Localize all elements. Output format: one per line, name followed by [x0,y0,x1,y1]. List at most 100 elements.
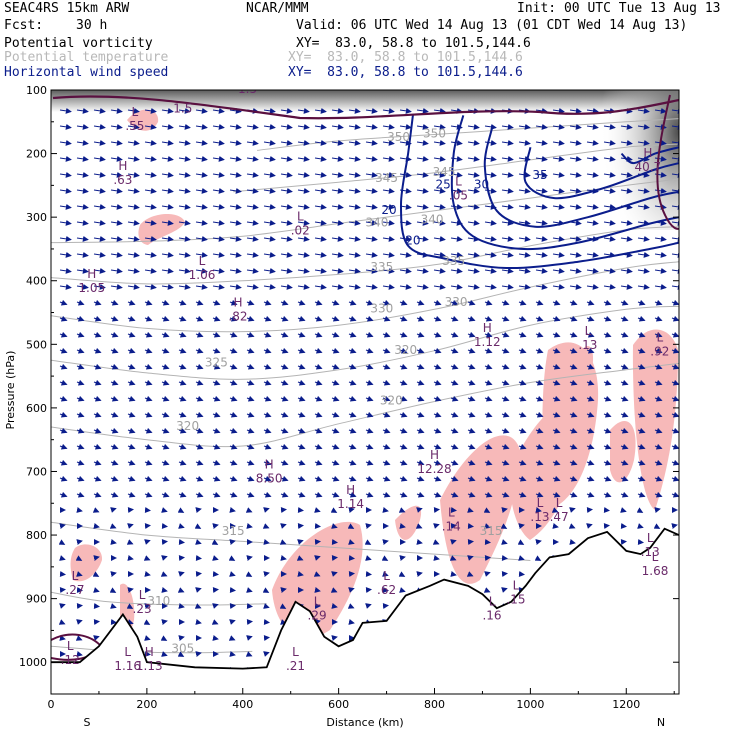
pv-extremum-value: 8.50 [256,472,283,486]
pv-extremum-value: 1.12 [474,335,501,349]
theta-label: 335 [442,254,465,268]
theta-contour-325 [51,305,679,380]
pv-low-marker: L [383,569,390,583]
theta-label: 305 [171,642,194,656]
field-xy-pv: XY= 83.0, 58.8 to 101.5,144.6 [296,36,531,51]
pv-low-marker: L [585,324,592,338]
pv-low-marker: L [314,594,321,608]
x-tick-label: 1200 [612,698,640,711]
valid-time: Valid: 06 UTC Wed 14 Aug 13 (01 CDT Wed … [296,18,688,33]
pv-high-marker: H [265,458,274,472]
forecast-hours: 30 h [76,18,108,33]
terrain-line [51,527,679,670]
pv-low-marker: L [67,639,74,653]
y-tick-label: 200 [26,148,47,161]
pv-high-marker: H [346,483,355,497]
pv-low-marker: L [647,531,654,545]
pv-low-marker: L [652,550,659,564]
pv-extremum-value: .92 [650,344,669,358]
pv-extremum-value: 1.06 [189,268,216,282]
windspeed-label: 35 [532,168,547,182]
pv-low-marker: L [124,645,131,659]
theta-label: 315 [222,524,245,538]
field-label-theta: Potential temperature [4,50,169,65]
pv-low-marker: L [455,175,462,189]
pv-high-marker: H [233,296,242,310]
pv-low-marker: L [132,105,139,119]
pv-extremum-value: 1.68 [642,564,669,578]
terrain-mask [51,528,679,694]
x-tick-label: 800 [424,698,445,711]
y-tick-label: 300 [26,211,47,224]
pv-extremum-value: .47 [550,510,569,524]
end-label-north: N [657,716,665,729]
pv-extremum-value: .16 [482,608,501,622]
pv-high-marker: H [118,159,127,173]
pv-extremum-value: .63 [113,173,132,187]
pv-low-marker: L [556,496,563,510]
end-label-south: S [84,716,91,729]
pv-extremum-value: .62 [377,583,396,597]
pv-contour-label: 1.5 [173,101,192,115]
theta-contour-345 [233,143,679,193]
field-label-wind: Horizontal wind speed [4,65,169,80]
windspeed-contour-30 [483,127,679,228]
pv-low-marker: L [72,569,79,583]
pv-high-marker: H [430,448,439,462]
pv-contour-tropopause [52,95,679,120]
pv-low-marker: L [656,330,663,344]
field-label-pv: Potential vorticity [4,36,153,51]
y-tick-label: 900 [26,593,47,606]
pv-extremum-value: .13 [641,545,660,559]
pv-extremum-value: .15 [506,592,525,606]
theta-label: 330 [370,302,393,316]
pv-extremum-value: .13 [578,338,597,352]
pv-high-marker: H [145,645,154,659]
pv-low-marker: L [513,578,520,592]
theta-label: 345 [375,171,398,185]
theta-label: 325 [205,356,228,370]
x-tick-label: 600 [328,698,349,711]
pv-low-marker: L [199,254,206,268]
theta-label: 340 [366,216,389,230]
windspeed-label: 25 [435,178,450,192]
pv-low-marker: L [537,496,544,510]
pv-contour-label: 1.5 [238,82,257,96]
theta-label: 335 [370,260,393,274]
stratosphere-pv-shade [51,90,679,112]
plot-frame [50,89,680,695]
y-tick-label: 1000 [19,656,47,669]
theta-label: 340 [421,213,444,227]
pv-extremum-value: .29 [308,608,327,622]
x-tick-label: 400 [232,698,253,711]
pv-extremum-value: .13 [530,510,549,524]
pv-extremum-value: 1.14 [337,497,364,511]
pv-low-marker: L [292,645,299,659]
pv-low-marker: L [297,210,304,224]
field-xy-theta: XY= 83.0, 58.8 to 101.5,144.6 [288,50,523,65]
theta-label: 320 [176,419,199,433]
pv-low-marker: L [448,505,455,519]
x-tick-label: 1000 [516,698,544,711]
windspeed-label: 30 [474,178,489,192]
y-tick-label: 400 [26,275,47,288]
pv-extremum-value: .21 [286,659,305,673]
pv-extremum-value: 12.28 [417,462,451,476]
pv-extremum-value: .27 [65,583,84,597]
pv-extremum-value: .23 [133,602,152,616]
pv-extremum-value: .05 [449,189,468,203]
theta-contour-330 [51,261,679,333]
y-axis-label: Pressure (hPa) [4,351,17,430]
pv-extremum-value: 1.16 [114,659,141,673]
pv-high-marker: H [87,267,96,281]
model-title: SEAC4RS 15km ARW [4,1,130,16]
x-axis-label: Distance (km) [326,716,403,729]
windspeed-label: 20 [405,233,420,247]
theta-label: 320 [380,394,403,408]
theta-contour-305 [51,645,253,654]
pv-extremum-value: 1.05 [78,281,105,295]
theta-label: 310 [147,594,170,608]
init-time: Init: 00 UTC Tue 13 Aug 13 [517,1,721,16]
x-tick-label: 200 [136,698,157,711]
